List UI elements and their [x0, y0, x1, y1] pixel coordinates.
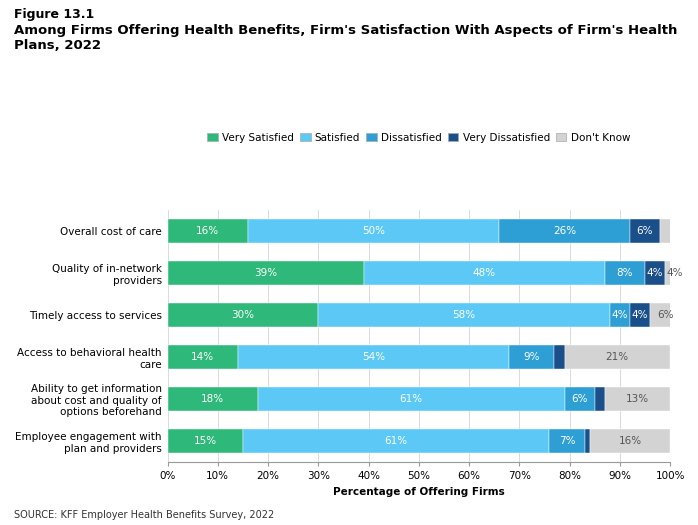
Bar — [565, 345, 670, 369]
Text: 58%: 58% — [452, 310, 475, 320]
Text: Among Firms Offering Health Benefits, Firm's Satisfaction With Aspects of Firm's: Among Firms Offering Health Benefits, Fi… — [14, 24, 677, 51]
Text: 6%: 6% — [637, 226, 653, 236]
Bar — [499, 219, 630, 243]
Bar — [248, 219, 499, 243]
Legend: Very Satisfied, Satisfied, Dissatisfied, Very Dissatisfied, Don't Know: Very Satisfied, Satisfied, Dissatisfied,… — [203, 129, 634, 147]
Text: 6%: 6% — [657, 310, 674, 320]
Text: 8%: 8% — [616, 268, 633, 278]
Bar — [595, 387, 604, 411]
Bar — [243, 429, 549, 453]
Bar — [168, 219, 248, 243]
Bar — [630, 303, 650, 327]
Text: 61%: 61% — [385, 436, 408, 446]
Text: 16%: 16% — [196, 226, 219, 236]
Bar — [650, 303, 680, 327]
Text: Figure 13.1: Figure 13.1 — [14, 8, 94, 21]
Text: 26%: 26% — [553, 226, 576, 236]
Text: SOURCE: KFF Employer Health Benefits Survey, 2022: SOURCE: KFF Employer Health Benefits Sur… — [14, 510, 274, 520]
Bar — [168, 429, 243, 453]
Text: 4%: 4% — [647, 268, 663, 278]
Bar — [645, 261, 665, 285]
Bar — [585, 429, 590, 453]
Bar — [565, 387, 595, 411]
Bar — [318, 303, 610, 327]
Text: 6%: 6% — [572, 394, 588, 404]
Text: 61%: 61% — [400, 394, 423, 404]
Text: 54%: 54% — [362, 352, 385, 362]
Bar — [168, 303, 318, 327]
Text: 39%: 39% — [254, 268, 277, 278]
Bar — [604, 387, 670, 411]
Text: 16%: 16% — [618, 436, 641, 446]
X-axis label: Percentage of Offering Firms: Percentage of Offering Firms — [333, 487, 505, 497]
Text: 13%: 13% — [626, 394, 649, 404]
Bar — [549, 429, 585, 453]
Text: 48%: 48% — [473, 268, 496, 278]
Bar — [168, 345, 238, 369]
Text: 21%: 21% — [606, 352, 629, 362]
Text: 30%: 30% — [232, 310, 254, 320]
Text: 14%: 14% — [191, 352, 214, 362]
Text: 18%: 18% — [201, 394, 224, 404]
Bar — [665, 261, 685, 285]
Text: 7%: 7% — [559, 436, 575, 446]
Bar — [604, 261, 645, 285]
Bar — [238, 345, 510, 369]
Text: 4%: 4% — [632, 310, 648, 320]
Bar — [364, 261, 604, 285]
Text: 9%: 9% — [524, 352, 540, 362]
Bar — [554, 345, 565, 369]
Bar — [610, 303, 630, 327]
Text: 4%: 4% — [611, 310, 628, 320]
Text: 4%: 4% — [667, 268, 683, 278]
Text: 15%: 15% — [193, 436, 217, 446]
Bar — [630, 219, 660, 243]
Bar — [258, 387, 565, 411]
Bar — [168, 261, 364, 285]
Bar — [168, 387, 258, 411]
Bar — [510, 345, 554, 369]
Text: 50%: 50% — [362, 226, 385, 236]
Bar — [660, 219, 675, 243]
Bar — [590, 429, 670, 453]
